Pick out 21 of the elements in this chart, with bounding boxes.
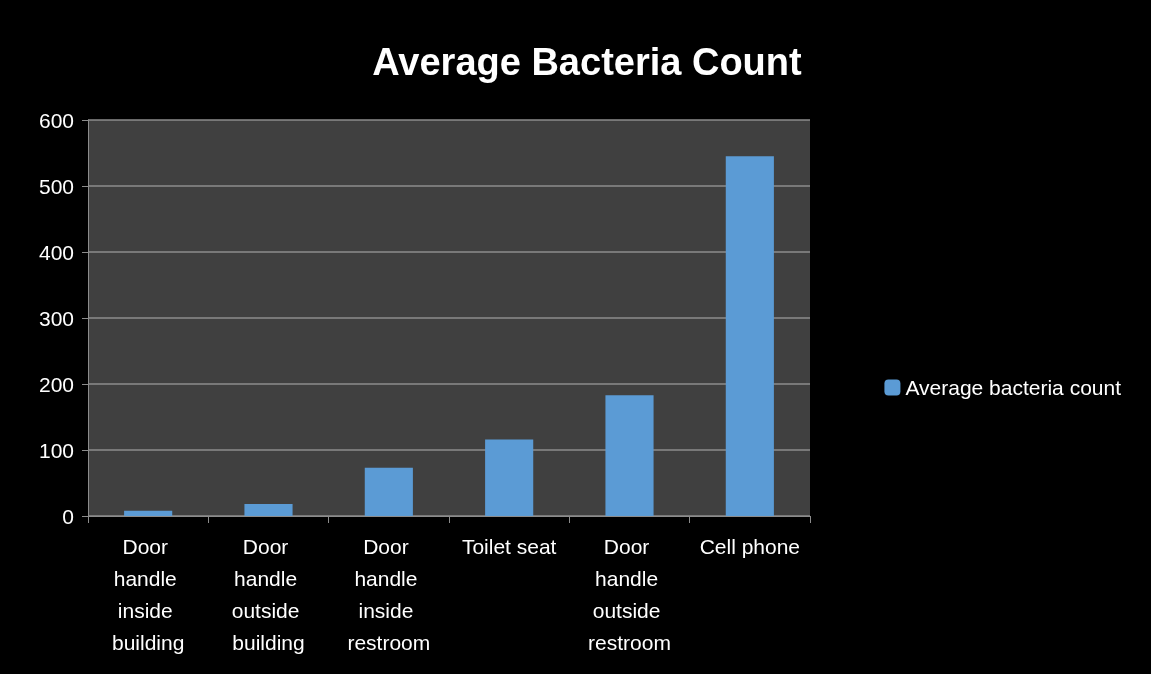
y-tick-label: 100 [38, 438, 74, 462]
x-tick-label: Door handle inside restroom [347, 534, 431, 654]
bar [364, 467, 413, 516]
y-tick-label: 300 [38, 306, 74, 330]
x-tick-label: Door handle inside building [111, 534, 185, 654]
legend-label: Average bacteria count [905, 376, 1122, 399]
x-tick-label: Door handle outside building [231, 534, 306, 654]
bar [725, 156, 774, 516]
y-tick-label: 500 [38, 174, 74, 198]
bar [244, 504, 293, 516]
y-tick-label: 600 [38, 108, 74, 132]
chart-title: Average Bacteria Count [372, 41, 803, 83]
bar [124, 510, 173, 516]
y-tick-label: 0 [62, 504, 74, 528]
x-tick-label: Toilet seat [461, 534, 557, 558]
bar [605, 395, 654, 516]
x-tick-label: Cell phone [699, 534, 801, 558]
bar [485, 439, 534, 516]
y-tick-label: 400 [38, 240, 74, 264]
y-tick-label: 200 [38, 372, 74, 396]
x-tick-label: Door handle outside restroom [588, 534, 671, 654]
